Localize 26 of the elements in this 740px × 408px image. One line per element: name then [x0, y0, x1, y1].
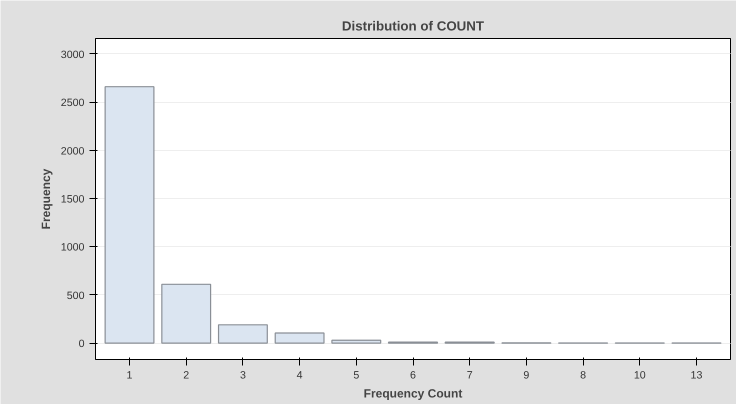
- bar: [104, 86, 154, 344]
- y-tick-label: 500: [66, 290, 85, 302]
- y-tick-label: 2500: [60, 97, 85, 110]
- y-tick-label: 2000: [60, 145, 85, 158]
- y-tick-label: 3000: [60, 48, 85, 61]
- x-tick-label: 8: [580, 370, 586, 382]
- bar: [331, 340, 382, 344]
- y-tick-label: 1000: [60, 242, 85, 254]
- y-tick-label: 0: [78, 338, 85, 350]
- x-tick-label: 2: [183, 370, 190, 382]
- x-tick-label: 6: [410, 370, 416, 382]
- y-tick-label: 1500: [60, 194, 85, 206]
- bar: [161, 284, 212, 344]
- y-axis-title: Frequency: [38, 168, 53, 230]
- x-tick-label: 1: [126, 370, 133, 382]
- x-axis-title: Frequency Count: [364, 386, 462, 400]
- bar: [274, 332, 325, 344]
- x-tick-label: 5: [353, 370, 360, 382]
- x-tick-label: 13: [690, 370, 702, 382]
- x-tick-label: 9: [523, 370, 530, 382]
- x-tick-label: 7: [466, 370, 473, 382]
- x-tick-label: 10: [634, 370, 646, 382]
- x-tick-label: 3: [240, 370, 246, 382]
- bar: [218, 324, 268, 344]
- chart-title: Distribution of COUNT: [342, 18, 484, 34]
- x-tick-label: 4: [296, 370, 303, 382]
